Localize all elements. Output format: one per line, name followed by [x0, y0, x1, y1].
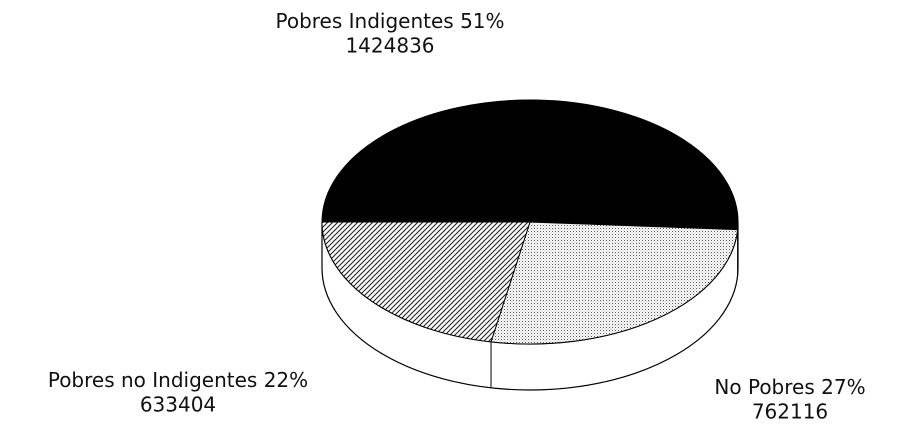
slice-label: Pobres Indigentes 51% — [275, 9, 504, 33]
pie-slice — [321, 99, 739, 231]
count-label: 762116 — [752, 400, 828, 424]
category-label: No Pobres — [714, 375, 814, 399]
slice-label: No Pobres 27% — [714, 375, 865, 399]
percent-label: 27% — [821, 375, 865, 399]
category-label: Pobres no Indigentes — [48, 368, 257, 392]
slice-label: Pobres no Indigentes 22% — [48, 368, 308, 392]
category-label: Pobres Indigentes — [275, 9, 453, 33]
percent-label: 51% — [460, 9, 504, 33]
percent-label: 22% — [264, 368, 308, 392]
pie-slice — [490, 221, 739, 345]
count-label: 1424836 — [345, 34, 434, 58]
count-label: 633404 — [140, 393, 216, 417]
pie-slice — [321, 221, 531, 343]
